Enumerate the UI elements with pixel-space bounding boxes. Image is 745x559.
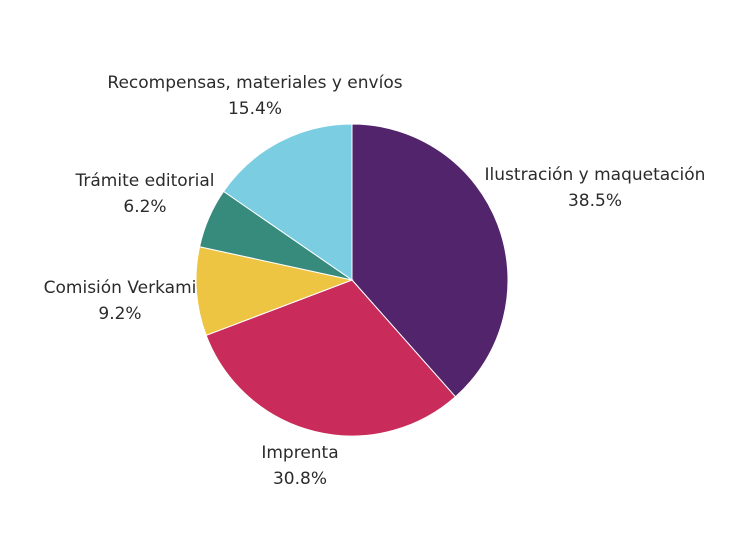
slice-value-label-2: 9.2%: [98, 304, 141, 324]
pie-slices: [195, 123, 509, 437]
slice-labels: Ilustración y maquetación 38.5% Imprenta 30…: [44, 73, 706, 489]
slice-value-label-1: 30.8%: [273, 469, 327, 489]
slice-label-2: Comisión Verkami: [44, 278, 197, 298]
slice-value-label-4: 15.4%: [228, 99, 282, 119]
slice-label-3: Trámite editorial: [75, 171, 215, 191]
pie-slice-2: [195, 246, 354, 336]
slice-value-label-0: 38.5%: [568, 191, 622, 211]
slice-label-0: Ilustración y maquetación: [485, 165, 706, 185]
pie-slice-4: [222, 123, 353, 281]
slice-value-label-3: 6.2%: [123, 197, 166, 217]
slice-label-1: Imprenta: [261, 443, 338, 463]
pie-slice-0: [351, 123, 509, 398]
slice-label-4: Recompensas, materiales y envíos: [107, 73, 402, 93]
pie-slice-1: [205, 279, 457, 437]
